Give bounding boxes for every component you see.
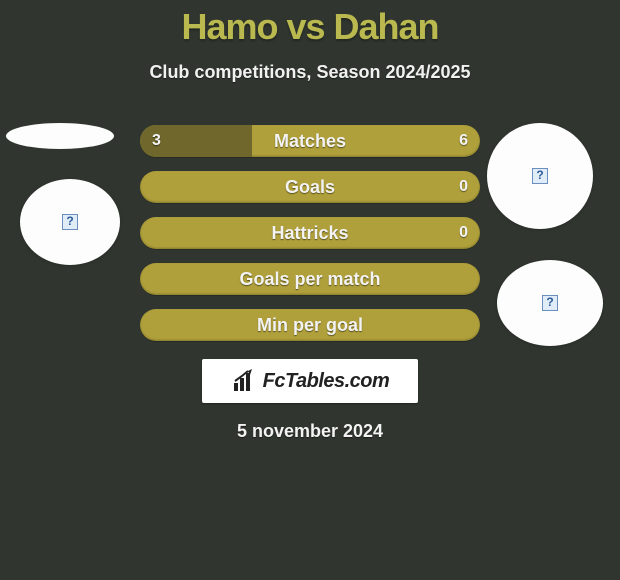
page-subtitle: Club competitions, Season 2024/2025	[0, 62, 620, 83]
placeholder-icon	[532, 168, 548, 184]
stat-bar: Matches3 6	[140, 125, 480, 157]
placeholder-icon	[62, 214, 78, 230]
stat-bar-right-value: 0	[459, 171, 468, 203]
decor-circle-right-2	[497, 260, 603, 346]
date-label: 5 november 2024	[0, 421, 620, 442]
stat-bars: Matches36Goals0Hattricks0Goals per match…	[140, 125, 480, 341]
stat-bar: Min per goal	[140, 309, 480, 341]
stat-bar-label: Hattricks	[140, 217, 480, 249]
decor-circle-left	[20, 179, 120, 265]
stat-bar-label: Matches	[140, 125, 480, 157]
logo-text: FcTables.com	[263, 370, 390, 393]
stat-bar-label: Goals per match	[140, 263, 480, 295]
stat-bar: Hattricks0	[140, 217, 480, 249]
stat-bar: Goals0	[140, 171, 480, 203]
stat-bar-right-value: 6	[459, 125, 468, 157]
decor-ellipse	[6, 123, 114, 149]
placeholder-icon	[542, 295, 558, 311]
stat-bar-right-value: 0	[459, 217, 468, 249]
source-logo: FcTables.com	[202, 359, 418, 403]
decor-circle-right-1	[487, 123, 593, 229]
stat-bar-label: Min per goal	[140, 309, 480, 341]
bars-icon	[231, 369, 259, 393]
stat-bar-left-value: 3	[152, 125, 161, 157]
stat-bar: Goals per match	[140, 263, 480, 295]
stat-bar-label: Goals	[140, 171, 480, 203]
page-title: Hamo vs Dahan	[0, 0, 620, 48]
